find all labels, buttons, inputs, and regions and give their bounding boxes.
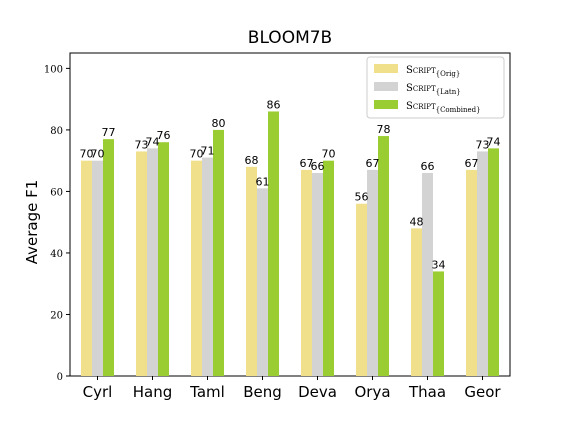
bars-group <box>81 111 499 376</box>
bar-orya-1 <box>367 169 378 376</box>
bar-cyrl-1 <box>92 160 103 376</box>
bar-thaa-0 <box>411 228 422 376</box>
data-label: 34 <box>432 258 446 271</box>
bar-beng-0 <box>246 166 257 376</box>
y-axis: 0 20 40 60 80 100 <box>44 64 70 383</box>
legend-swatch-0 <box>374 64 398 73</box>
bar-taml-1 <box>202 157 213 376</box>
legend-label-0: Script{Orig} <box>406 65 460 78</box>
bar-deva-1 <box>312 172 323 376</box>
x-tick-label-thaa: Thaa <box>408 383 446 401</box>
bar-hang-0 <box>136 151 147 376</box>
y-tick-label: 0 <box>57 372 63 383</box>
bar-orya-2 <box>378 136 389 376</box>
y-tick-label: 40 <box>50 249 63 260</box>
bar-cyrl-0 <box>81 160 92 376</box>
data-label: 66 <box>421 160 435 173</box>
x-tick-label-beng: Beng <box>243 383 282 401</box>
x-axis: Cyrl Hang Taml Beng Deva Orya Thaa Geor <box>83 376 501 401</box>
bar-geor-0 <box>466 169 477 376</box>
data-label: 70 <box>91 148 105 161</box>
data-label: 48 <box>410 215 424 228</box>
bar-taml-0 <box>191 160 202 376</box>
data-label: 74 <box>146 135 160 148</box>
bar-hang-1 <box>147 148 158 376</box>
data-label: 66 <box>311 160 325 173</box>
chart-title: BLOOM7B <box>248 28 332 48</box>
plot-area-frame <box>69 52 511 377</box>
bar-deva-0 <box>301 169 312 376</box>
bar-beng-2 <box>268 111 279 376</box>
y-tick-label: 20 <box>50 310 63 321</box>
y-axis-label: Average F1 <box>23 180 41 265</box>
data-label: 70 <box>322 148 336 161</box>
data-label: 73 <box>135 138 149 151</box>
x-tick-label-orya: Orya <box>354 383 390 401</box>
data-labels-group: 7070777374767071806861866766705667784866… <box>80 98 501 271</box>
data-label: 73 <box>476 138 490 151</box>
bar-geor-1 <box>477 151 488 376</box>
data-label: 77 <box>102 126 116 139</box>
bar-cyrl-2 <box>103 139 114 376</box>
data-label: 86 <box>267 98 281 111</box>
bar-deva-2 <box>323 160 334 376</box>
legend-swatch-2 <box>374 100 398 109</box>
data-label: 71 <box>201 145 215 158</box>
legend-swatch-1 <box>374 82 398 91</box>
bar-thaa-1 <box>422 172 433 376</box>
data-label: 61 <box>256 175 270 188</box>
bar-taml-2 <box>213 129 224 376</box>
legend-label-2: Script{Combined} <box>406 101 481 114</box>
x-tick-label-cyrl: Cyrl <box>83 383 113 401</box>
data-label: 56 <box>355 191 369 204</box>
bar-geor-2 <box>488 148 499 376</box>
y-tick-label: 60 <box>50 187 63 198</box>
bar-thaa-2 <box>433 271 444 376</box>
data-label: 67 <box>300 157 314 170</box>
bar-beng-1 <box>257 188 268 376</box>
data-label: 74 <box>487 135 501 148</box>
y-tick-label: 80 <box>50 126 63 137</box>
data-label: 68 <box>245 154 259 167</box>
x-tick-label-geor: Geor <box>464 383 501 401</box>
x-tick-label-taml: Taml <box>189 383 225 401</box>
data-label: 80 <box>212 117 226 130</box>
data-label: 78 <box>377 123 391 136</box>
data-label: 70 <box>190 148 204 161</box>
data-label: 76 <box>157 129 171 142</box>
data-label: 67 <box>366 157 380 170</box>
y-tick-label: 100 <box>44 64 63 75</box>
x-tick-label-hang: Hang <box>133 383 173 401</box>
data-label: 70 <box>80 148 94 161</box>
bar-orya-0 <box>356 203 367 376</box>
data-label: 67 <box>465 157 479 170</box>
bar-hang-2 <box>158 142 169 376</box>
legend-label-1: Script{Latn} <box>406 83 461 96</box>
x-tick-label-deva: Deva <box>298 383 337 401</box>
legend: Script{Orig} Script{Latn} Script{Combined} <box>366 56 505 119</box>
legend-box <box>366 56 505 119</box>
